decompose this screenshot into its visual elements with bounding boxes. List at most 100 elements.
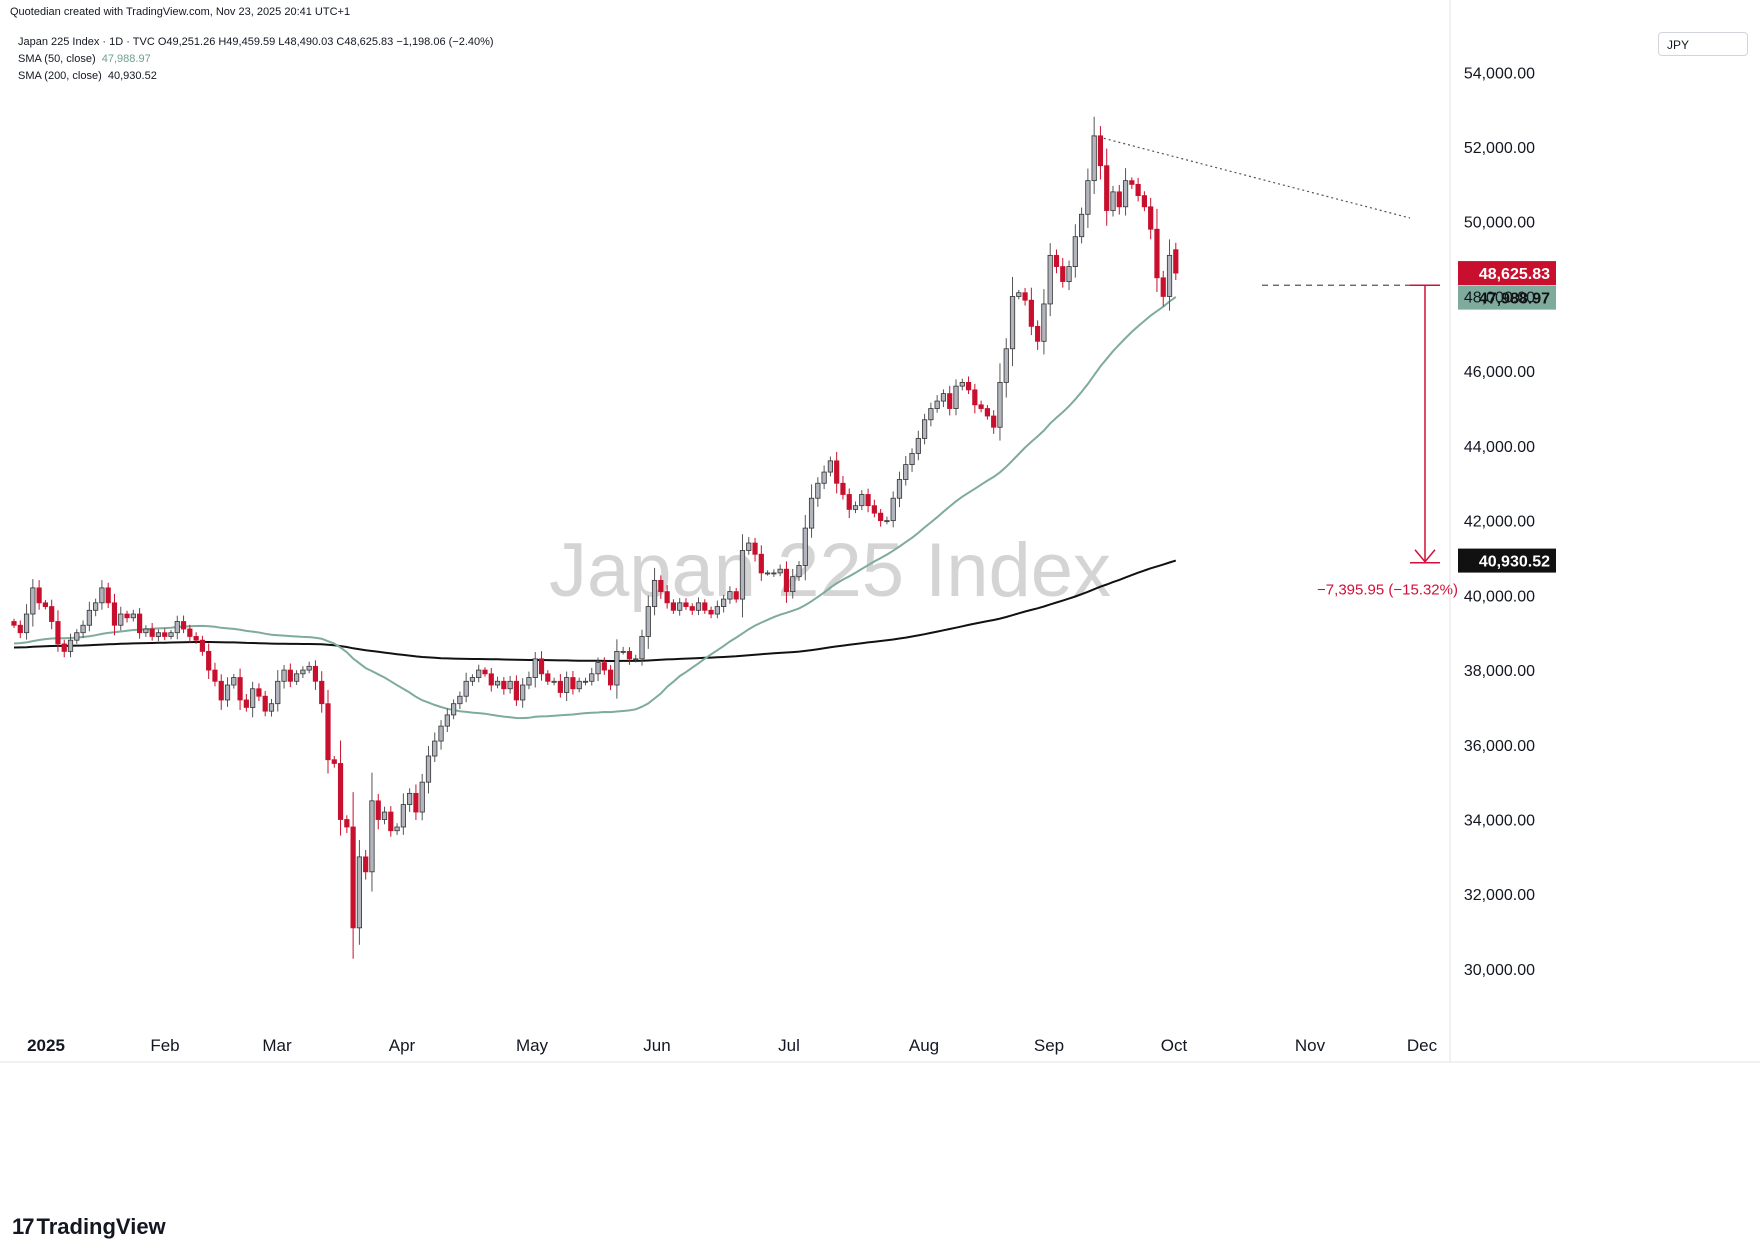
candle[interactable] [281, 664, 287, 689]
candle[interactable] [1097, 126, 1104, 180]
candle[interactable] [80, 620, 86, 639]
candle[interactable] [444, 708, 450, 732]
candle[interactable] [626, 647, 633, 665]
candle[interactable] [224, 677, 231, 707]
candle[interactable] [193, 632, 199, 644]
candle[interactable] [256, 683, 262, 702]
candle[interactable] [1122, 168, 1129, 216]
candle[interactable] [727, 586, 733, 604]
candle[interactable] [1091, 116, 1097, 194]
candle[interactable] [407, 788, 413, 812]
candle[interactable] [218, 674, 224, 710]
candle[interactable] [457, 691, 463, 710]
candle[interactable] [350, 792, 356, 959]
candle[interactable] [36, 580, 42, 610]
candle[interactable] [1160, 270, 1166, 307]
candle[interactable] [1129, 177, 1135, 190]
tradingview-logo[interactable]: 17 TradingView [12, 1214, 166, 1240]
candle[interactable] [1104, 148, 1110, 226]
candle[interactable] [501, 677, 507, 695]
candle[interactable] [180, 615, 187, 634]
candle[interactable] [30, 579, 36, 627]
candle[interactable] [1003, 338, 1009, 398]
candle[interactable] [413, 784, 419, 820]
candle[interactable] [878, 508, 884, 527]
candle[interactable] [683, 598, 689, 610]
candle[interactable] [1166, 239, 1173, 311]
candle[interactable] [425, 745, 432, 794]
candle[interactable] [865, 488, 871, 513]
candle[interactable] [928, 402, 934, 427]
candle[interactable] [771, 569, 777, 577]
candle[interactable] [1053, 249, 1060, 274]
candle[interactable] [570, 670, 576, 695]
candle[interactable] [733, 588, 739, 603]
candle[interactable] [746, 537, 752, 555]
candle[interactable] [1035, 320, 1041, 350]
sma200-legend[interactable]: SMA (200, close) 40,930.52 [18, 70, 157, 82]
candle[interactable] [557, 673, 563, 698]
candle[interactable] [67, 633, 74, 658]
candle[interactable] [1079, 207, 1085, 244]
candle[interactable] [331, 756, 337, 768]
candle[interactable] [312, 660, 319, 690]
candle[interactable] [959, 378, 965, 391]
candle[interactable] [972, 383, 978, 414]
candle[interactable] [168, 629, 174, 640]
candle[interactable] [11, 618, 17, 629]
candle[interactable] [1016, 289, 1022, 300]
candle[interactable] [118, 606, 124, 631]
candle[interactable] [400, 793, 406, 835]
candle[interactable] [871, 499, 877, 518]
candle[interactable] [438, 720, 444, 750]
candle[interactable] [86, 601, 92, 632]
candle[interactable] [369, 772, 375, 892]
candle[interactable] [633, 654, 639, 663]
candle[interactable] [1041, 289, 1047, 355]
candle[interactable] [526, 671, 532, 690]
candle[interactable] [1009, 276, 1016, 367]
candle[interactable] [419, 773, 425, 821]
candle[interactable] [821, 465, 827, 490]
candle[interactable] [375, 793, 381, 830]
candle[interactable] [513, 675, 520, 706]
candle[interactable] [1028, 287, 1034, 336]
candle[interactable] [670, 599, 677, 614]
candle[interactable] [306, 661, 312, 674]
candle[interactable] [1141, 191, 1147, 212]
candle[interactable] [965, 376, 972, 395]
candle[interactable] [1085, 168, 1091, 228]
candle[interactable] [237, 668, 243, 711]
candle[interactable] [997, 363, 1003, 441]
candle[interactable] [777, 564, 783, 577]
candle[interactable] [488, 667, 494, 692]
candle[interactable] [922, 413, 928, 445]
candle[interactable] [243, 693, 249, 712]
candle[interactable] [859, 490, 865, 511]
candle[interactable] [1066, 260, 1072, 291]
candle[interactable] [608, 664, 614, 691]
candle[interactable] [846, 488, 852, 519]
candle[interactable] [337, 740, 344, 836]
candle[interactable] [589, 667, 595, 686]
candle[interactable] [250, 681, 256, 718]
candle[interactable] [268, 698, 275, 717]
candle[interactable] [55, 610, 61, 652]
candle[interactable] [802, 514, 808, 581]
candle[interactable] [978, 400, 984, 413]
candle[interactable] [564, 671, 570, 702]
candle[interactable] [601, 657, 607, 675]
candle[interactable] [111, 593, 118, 636]
candle[interactable] [658, 575, 664, 599]
candle[interactable] [582, 677, 589, 686]
candle[interactable] [325, 689, 331, 774]
sma50-legend[interactable]: SMA (50, close) 47,988.97 [18, 53, 151, 65]
candle[interactable] [49, 599, 55, 630]
candle[interactable] [99, 580, 105, 610]
symbol-line[interactable]: Japan 225 Index · 1D · TVC O49,251.26 H4… [18, 36, 494, 48]
candle[interactable] [576, 677, 582, 693]
candle[interactable] [507, 675, 513, 694]
candle[interactable] [708, 606, 714, 619]
candle[interactable] [551, 677, 557, 686]
candle[interactable] [739, 534, 746, 618]
